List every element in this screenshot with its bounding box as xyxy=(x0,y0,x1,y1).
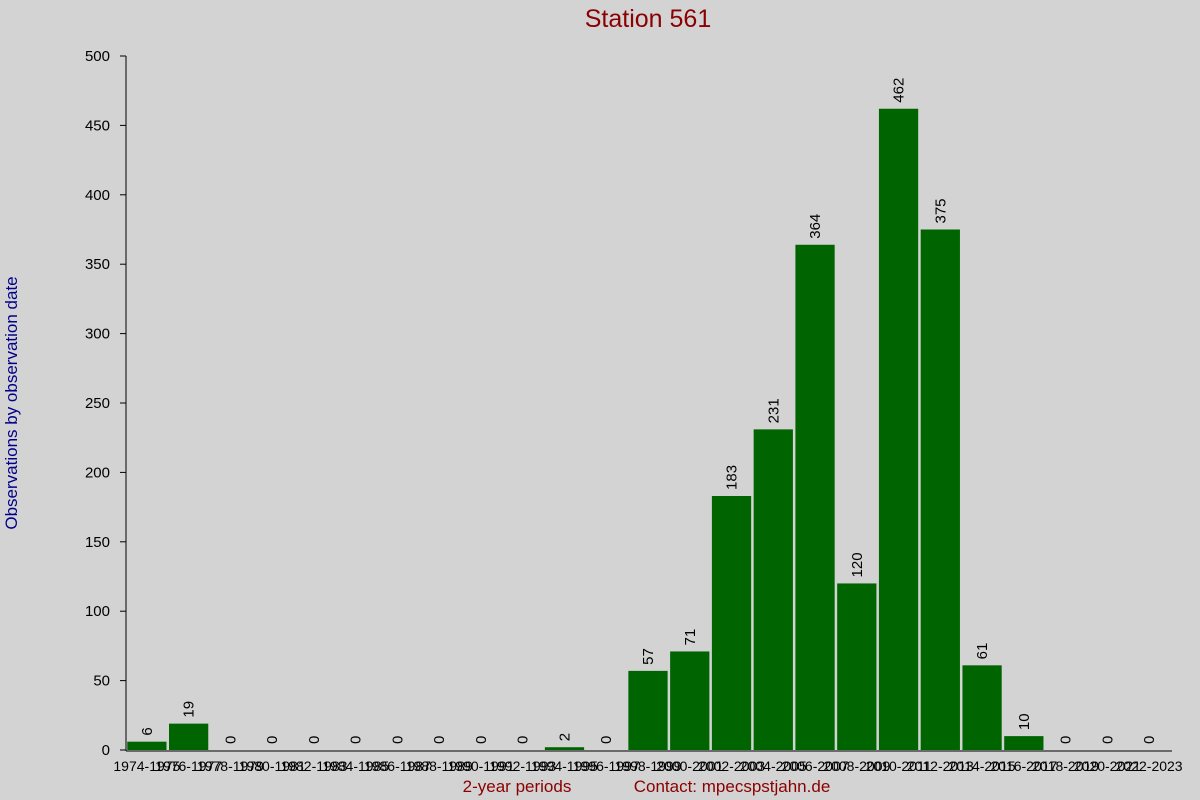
value-label: 0 xyxy=(598,736,615,744)
x-tick-label: 1990-1991 xyxy=(447,758,514,774)
x-tick-label: 1974-1975 xyxy=(113,758,180,774)
value-label: 0 xyxy=(1099,736,1116,744)
value-label: 0 xyxy=(389,736,406,744)
bar xyxy=(711,495,752,750)
x-tick-label: 1992-1993 xyxy=(489,758,556,774)
value-label: 0 xyxy=(515,736,532,744)
chart-title: Station 561 xyxy=(585,5,712,33)
bar xyxy=(628,670,668,750)
value-label: 0 xyxy=(222,736,239,744)
x-tick-label: 2020-2021 xyxy=(1074,758,1141,774)
bar xyxy=(127,741,167,750)
y-axis-label: Observations by observation date xyxy=(2,276,21,529)
value-label: 364 xyxy=(807,214,824,239)
x-tick-label: 2016-2017 xyxy=(990,758,1057,774)
x-tick-label: 2008-2009 xyxy=(823,758,890,774)
y-tick-label: 50 xyxy=(93,673,110,690)
contact-note: Contact: mpecspstjahn.de xyxy=(634,777,831,796)
y-tick-label: 0 xyxy=(102,742,110,759)
x-tick-label: 1980-1981 xyxy=(239,758,306,774)
x-tick-label: 1994-1995 xyxy=(531,758,598,774)
value-label: 6 xyxy=(139,727,156,735)
bar xyxy=(1004,736,1044,750)
x-tick-label: 2018-2019 xyxy=(1032,758,1099,774)
bar xyxy=(920,229,960,750)
y-tick-label: 350 xyxy=(85,256,110,273)
bar xyxy=(962,665,1002,750)
bar xyxy=(837,583,877,750)
value-label: 231 xyxy=(765,398,782,423)
bar xyxy=(544,747,585,750)
x-tick-label: 1988-1989 xyxy=(406,758,473,774)
x-tick-label: 1998-1999 xyxy=(615,758,682,774)
bar xyxy=(795,244,835,750)
y-tick-label: 400 xyxy=(85,187,110,204)
value-label: 0 xyxy=(473,736,490,744)
y-tick-label: 250 xyxy=(85,395,110,412)
x-axis-label: 2-year periods xyxy=(463,777,572,796)
y-tick-label: 300 xyxy=(85,326,110,343)
value-label: 0 xyxy=(1141,736,1158,744)
value-label: 120 xyxy=(849,552,866,577)
y-tick-label: 500 xyxy=(85,48,110,65)
value-label: 462 xyxy=(891,78,908,103)
value-label: 0 xyxy=(264,736,281,744)
value-label: 0 xyxy=(431,736,448,744)
x-tick-label: 2000-2001 xyxy=(656,758,723,774)
x-tick-label: 2022-2023 xyxy=(1116,758,1183,774)
value-label: 0 xyxy=(306,736,323,744)
bar xyxy=(878,108,919,750)
x-tick-label: 2012-2013 xyxy=(907,758,974,774)
x-tick-label: 1996-1997 xyxy=(573,758,640,774)
value-label: 0 xyxy=(348,736,365,744)
x-tick-label: 1978-1979 xyxy=(197,758,264,774)
value-label: 0 xyxy=(1058,736,1075,744)
y-tick-label: 100 xyxy=(85,603,110,620)
value-label: 61 xyxy=(974,643,991,660)
value-label: 2 xyxy=(556,733,573,741)
y-tick-label: 150 xyxy=(85,534,110,551)
bar xyxy=(670,651,710,750)
value-label: 19 xyxy=(181,701,198,718)
x-tick-label: 1984-1985 xyxy=(322,758,389,774)
x-tick-label: 2006-2007 xyxy=(782,758,849,774)
value-label: 57 xyxy=(640,648,657,665)
x-tick-label: 2004-2005 xyxy=(740,758,807,774)
x-tick-label: 1982-1983 xyxy=(280,758,347,774)
x-tick-label: 1976-1977 xyxy=(155,758,222,774)
x-tick-label: 2010-2011 xyxy=(866,758,932,774)
x-tick-label: 2014-2015 xyxy=(949,758,1016,774)
x-tick-label: 1986-1987 xyxy=(364,758,431,774)
value-label: 71 xyxy=(682,629,699,646)
value-label: 375 xyxy=(932,198,949,223)
y-tick-label: 450 xyxy=(85,117,110,134)
value-label: 10 xyxy=(1016,713,1033,730)
bar xyxy=(753,429,793,750)
bar xyxy=(169,723,209,750)
y-tick-label: 200 xyxy=(85,464,110,481)
x-tick-label: 2002-2003 xyxy=(698,758,765,774)
value-label: 183 xyxy=(724,465,741,490)
